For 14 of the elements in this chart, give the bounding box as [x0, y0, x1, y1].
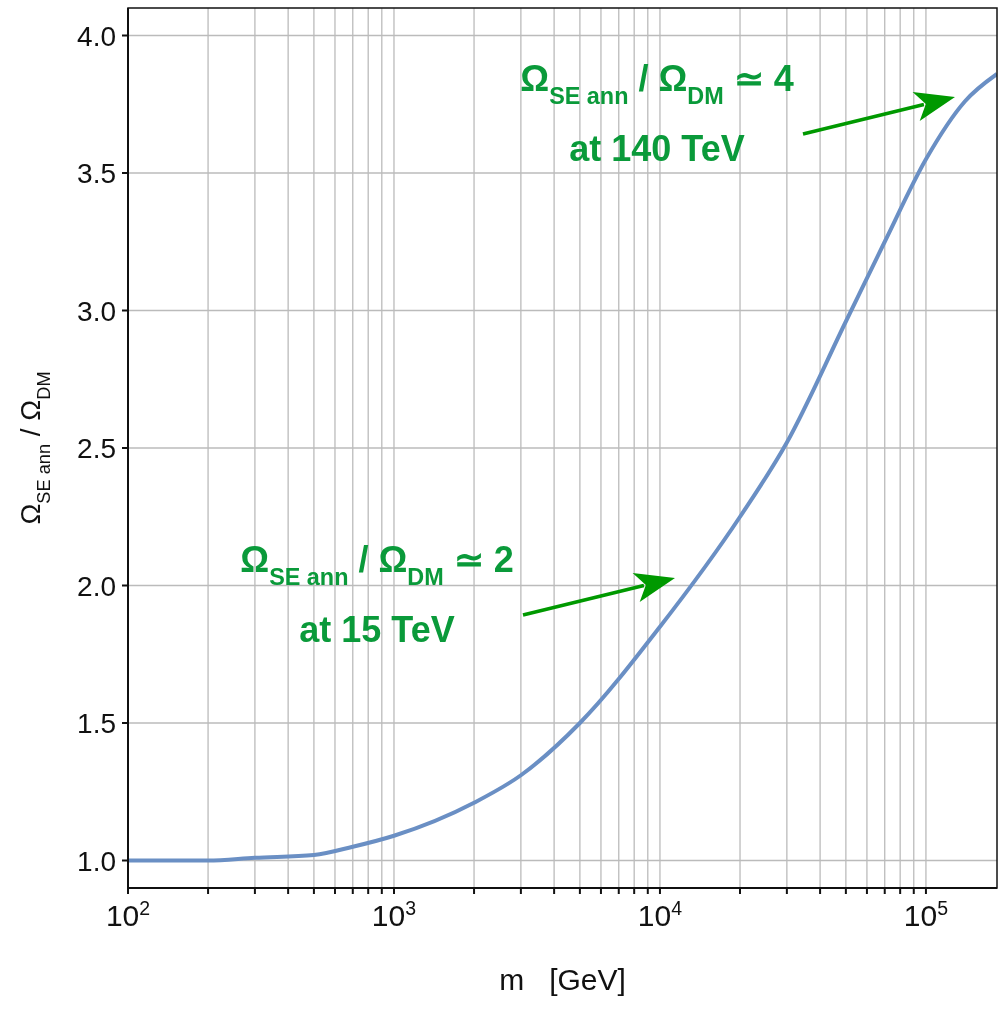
y-tick-label: 1.0	[77, 845, 116, 877]
y-tick-label: 2.5	[77, 433, 116, 464]
x-tick-label: 10$^{3}$	[371, 897, 417, 932]
y-tick-label: 3.5	[77, 158, 116, 189]
annotation: Ω$_{SE ann}$ / Ω$_{DM}$ ≃ 2 at 15 TeV	[240, 539, 514, 650]
y-tick-label: 3.0	[77, 295, 116, 327]
x-axis-title: m [GeV]	[499, 963, 626, 996]
y-tick-label: 4.0	[77, 20, 116, 52]
x-tick-label: 10$^{4}$	[637, 897, 683, 932]
annotation: Ω$_{SE ann}$ / Ω$_{DM}$ ≃ 4 at 140 TeV	[520, 58, 794, 169]
y-tick-label: 1.5	[77, 708, 116, 739]
x-tick-label: 10$^{2}$	[105, 897, 151, 932]
x-tick-label: 10$^{5}$	[903, 897, 949, 932]
y-tick-label: 2.0	[77, 570, 116, 602]
